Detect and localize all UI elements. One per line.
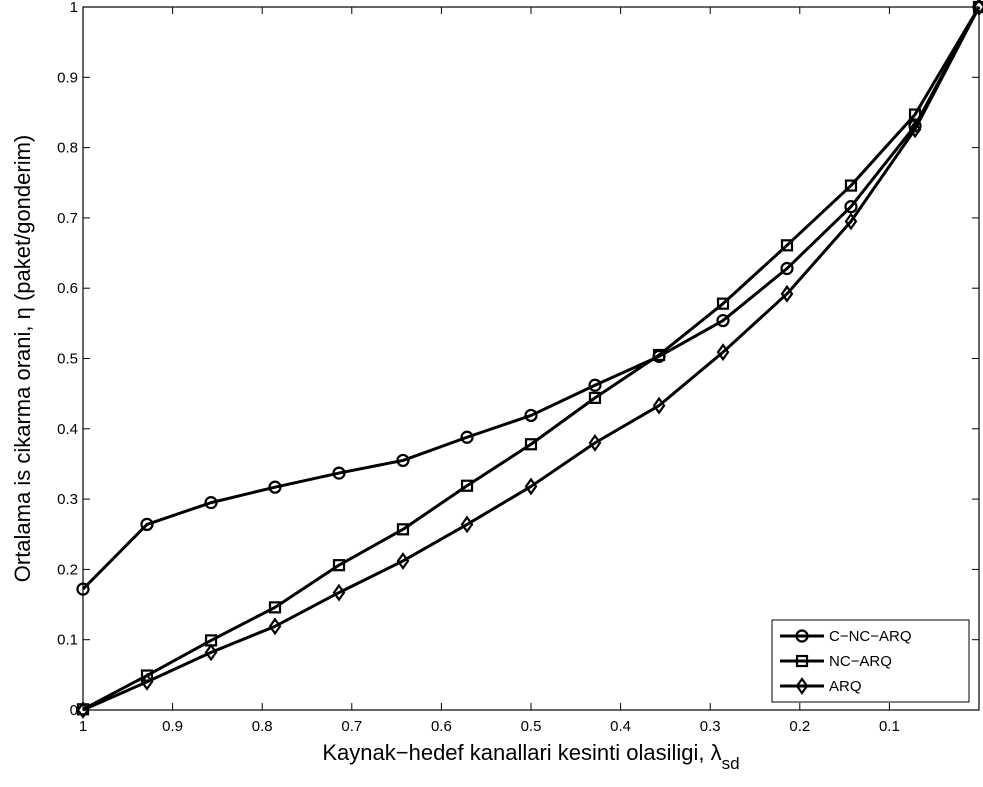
x-tick-label: 0.2 [789, 718, 810, 735]
x-axis-label-subscript: sd [722, 754, 740, 773]
y-tick-label: 0.7 [57, 210, 78, 227]
legend-label: ARQ [829, 678, 862, 695]
data-point-diamond [716, 343, 730, 362]
data-point-square [524, 438, 538, 451]
data-point-square [908, 108, 922, 121]
x-axis-label-text: Kaynak−hedef kanallari kesinti olasiligi… [322, 740, 721, 765]
data-point-circle [396, 453, 410, 468]
data-point-diamond [524, 477, 538, 496]
series-line-2 [82, 6, 981, 712]
data-point-circle [780, 261, 794, 276]
y-tick-label: 0.1 [57, 632, 78, 649]
y-tick-label: 0.2 [57, 561, 78, 578]
y-tick-label: 0.4 [57, 421, 78, 438]
data-point-diamond [76, 701, 90, 719]
series-line-0 [81, 6, 981, 591]
data-point-square [588, 391, 602, 404]
axis-ticks: 1 0.9 0.8 0.7 0.6 0.5 0.4 0.3 0.2 0.1 0 0.1 0.2 0.3 0.… [57, 0, 979, 735]
series-lines [81, 6, 981, 712]
y-tick-label: 0 [70, 702, 78, 719]
x-tick-label: 0.9 [162, 718, 183, 735]
y-axis-label: Ortalama is cikarma orani, η (paket/gond… [10, 135, 35, 583]
legend-marker-circle [795, 629, 809, 643]
data-point-diamond [140, 672, 154, 691]
data-point-square [652, 348, 666, 362]
data-point-circle [716, 313, 730, 328]
x-axis-label: Kaynak−hedef kanallari kesinti olasiligi… [322, 740, 739, 773]
data-point-diamond [396, 552, 410, 570]
x-tick-label: 0.4 [610, 718, 631, 735]
legend-marker-diamond [795, 677, 809, 695]
data-point-diamond [652, 396, 666, 415]
data-point-circle [524, 408, 538, 423]
data-point-square [140, 669, 154, 682]
data-point-diamond [844, 212, 858, 231]
x-tick-label: 0.5 [521, 718, 542, 735]
y-tick-label: 0.5 [57, 351, 78, 368]
y-tick-label: 0.3 [57, 491, 78, 508]
data-point-diamond [460, 515, 474, 534]
y-tick-label: 1 [70, 0, 78, 16]
data-point-diamond [588, 433, 602, 452]
data-point-circle [332, 466, 346, 480]
data-point-circle [588, 378, 602, 392]
x-tick-label: 0.7 [341, 718, 362, 735]
series-line-1 [82, 6, 981, 711]
series-markers [76, 0, 983, 719]
data-point-square [716, 297, 730, 310]
x-tick-label: 0.3 [700, 718, 721, 735]
legend-marker-square [795, 654, 809, 668]
data-point-square [332, 559, 346, 572]
data-point-circle [460, 430, 474, 444]
legend: C−NC−ARQ NC−ARQ ARQ [771, 619, 970, 703]
legend-label: C−NC−ARQ [829, 628, 912, 645]
data-point-circle [268, 480, 282, 494]
data-point-diamond [908, 120, 922, 139]
plot-frame [82, 6, 980, 711]
data-point-diamond [204, 643, 218, 662]
data-point-circle [844, 200, 858, 214]
data-point-square [844, 179, 858, 192]
y-tick-label: 0.8 [57, 140, 78, 157]
data-point-square [780, 239, 794, 252]
data-point-diamond [332, 583, 346, 602]
data-point-square [460, 479, 474, 492]
legend-label: NC−ARQ [829, 653, 892, 670]
x-tick-label: 0.8 [252, 718, 273, 735]
x-tick-label: 0.1 [879, 718, 900, 735]
y-tick-label: 0.9 [57, 69, 78, 86]
data-point-circle [140, 517, 154, 532]
y-tick-label: 0.6 [57, 280, 78, 297]
x-tick-label: 0.6 [431, 718, 452, 735]
data-point-square [396, 523, 410, 536]
x-tick-label: 1 [79, 718, 87, 735]
data-point-circle [204, 496, 218, 510]
data-point-diamond [268, 617, 282, 636]
data-point-diamond [780, 284, 794, 303]
data-point-square [268, 601, 282, 614]
